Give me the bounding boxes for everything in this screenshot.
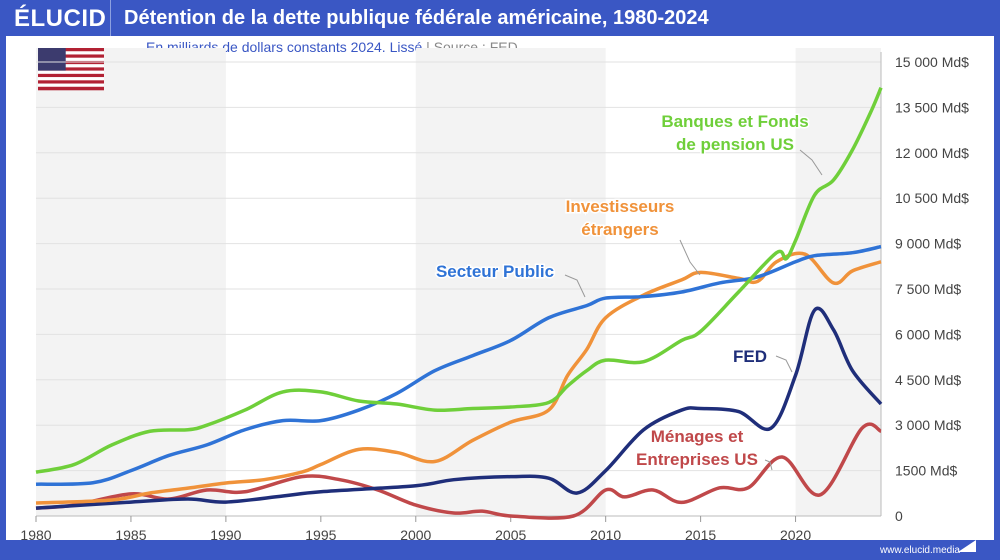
decade-band — [36, 48, 226, 516]
header-divider — [110, 0, 111, 36]
y-tick-label: 3 000 Md$ — [895, 417, 961, 433]
series-line-1 — [35, 251, 882, 505]
series-label: étrangers — [581, 220, 658, 239]
header: ÉLUCID Détention de la dette publique fé… — [0, 0, 1000, 36]
us-flag-stripe — [38, 80, 104, 84]
series-line-2 — [35, 244, 882, 486]
y-tick-label: 9 000 Md$ — [895, 236, 961, 252]
x-tick-label: 2010 — [590, 527, 621, 543]
us-flag-stripe — [38, 73, 104, 78]
y-tick-label: 13 500 Md$ — [895, 99, 969, 115]
us-flag-stripe — [38, 48, 104, 52]
series-line-4 — [35, 422, 882, 520]
y-tick-label: 10 500 Md$ — [895, 190, 969, 206]
footer-url[interactable]: www.elucid.media — [879, 545, 960, 556]
x-tick-label: 2005 — [495, 527, 526, 543]
us-flag-stripe — [38, 54, 104, 58]
logo: ÉLUCID — [14, 5, 107, 32]
series-leader-line — [799, 149, 823, 176]
y-tick-label: 6 000 Md$ — [895, 326, 961, 342]
us-flag-stripe — [38, 60, 104, 65]
subtitle-separator: | — [426, 39, 430, 55]
us-flag-stripe — [38, 83, 104, 88]
y-tick-label: 7 500 Md$ — [895, 281, 961, 297]
us-flag-stripe — [38, 51, 104, 55]
series-label: de pension US — [676, 135, 794, 154]
series-leader-line — [775, 355, 793, 373]
us-flag-stripe — [38, 57, 104, 62]
y-tick-label: 12 000 Md$ — [895, 145, 969, 161]
series-label: Banques et Fonds — [661, 112, 808, 131]
x-tick-label: 1980 — [20, 527, 51, 543]
y-tick-label: 0 — [895, 508, 903, 524]
x-tick-label: 2000 — [400, 527, 431, 543]
x-tick-label: 1995 — [305, 527, 336, 543]
decade-band — [415, 48, 606, 516]
us-flag-stripe — [38, 70, 104, 75]
x-tick-label: 2020 — [780, 527, 811, 543]
series-label: FED — [733, 347, 767, 366]
y-tick-label: 4 500 Md$ — [895, 372, 961, 388]
x-tick-label: 1990 — [210, 527, 241, 543]
series-leader-line — [564, 274, 586, 298]
us-flag-stripe — [38, 67, 104, 71]
page-title: Détention de la dette publique fédérale … — [124, 7, 709, 29]
series-label: Ménages et — [651, 427, 744, 446]
series-line-3 — [35, 306, 883, 510]
series-label: Entreprises US — [636, 450, 758, 469]
us-flag-canton — [38, 48, 66, 71]
series-label: Investisseurs — [566, 197, 675, 216]
series-leader-line — [679, 239, 701, 276]
us-flag-stripe — [38, 86, 104, 91]
x-tick-label: 2015 — [685, 527, 716, 543]
elucid-corner-icon — [958, 540, 976, 552]
y-tick-label: 1500 Md$ — [895, 463, 957, 479]
series-label: Secteur Public — [436, 262, 554, 281]
x-tick-label: 1985 — [115, 527, 146, 543]
us-flag-stripe — [38, 77, 104, 81]
y-tick-label: 15 000 Md$ — [895, 54, 969, 70]
series-leader-line — [764, 459, 773, 471]
series-line-0 — [35, 87, 883, 474]
us-flag-stripe — [38, 64, 104, 68]
